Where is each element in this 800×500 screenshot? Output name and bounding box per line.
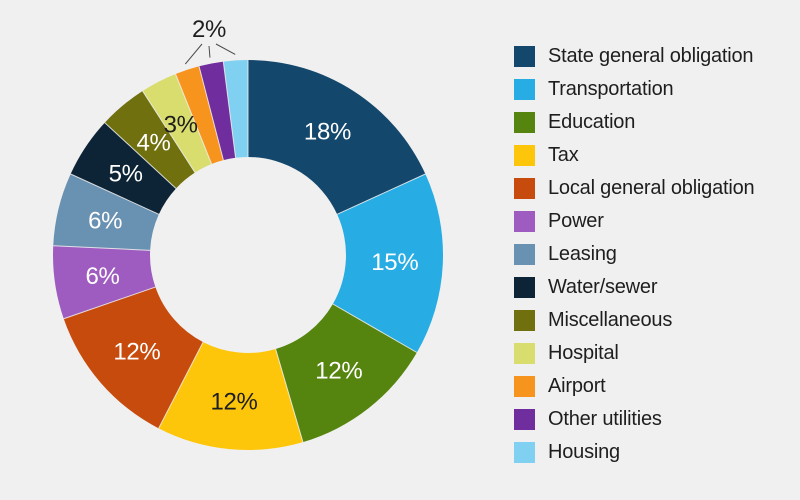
- legend-item-miscellaneous: Miscellaneous: [514, 309, 754, 331]
- donut-slice-leasing: [53, 173, 159, 251]
- legend-swatch-tax: [514, 145, 535, 166]
- slice-label-leasing: 6%: [88, 207, 122, 234]
- legend-label: Water/sewer: [548, 276, 658, 298]
- slice-label-tax: 12%: [210, 388, 257, 415]
- donut-slice-tax: [158, 342, 303, 450]
- percent-callout: 2%: [184, 16, 236, 65]
- slice-separator: [222, 61, 237, 158]
- callout-leader-line: [184, 43, 203, 65]
- legend-swatch-state-general-obligation: [514, 46, 535, 67]
- donut-slice-airport: [175, 66, 224, 165]
- donut-slice-local-general-obligation: [63, 287, 204, 429]
- slice-separator: [336, 173, 426, 215]
- slice-separator: [158, 341, 204, 429]
- donut-slice-water-sewer: [70, 122, 177, 215]
- legend-label: Hospital: [548, 342, 619, 364]
- legend-swatch-airport: [514, 376, 535, 397]
- legend-label: Airport: [548, 375, 606, 397]
- donut-slice-education: [275, 304, 417, 443]
- donut-slice-miscellaneous: [104, 90, 196, 189]
- slice-separator: [70, 173, 160, 215]
- slice-label-state-general-obligation: 18%: [304, 118, 351, 145]
- legend-item-housing: Housing: [514, 441, 754, 463]
- slice-label-water-sewer: 5%: [109, 161, 143, 188]
- donut-slice-state-general-obligation: [248, 60, 426, 215]
- legend-swatch-power: [514, 211, 535, 232]
- legend-label: Local general obligation: [548, 177, 755, 199]
- legend-item-water-sewer: Water/sewer: [514, 276, 754, 298]
- slice-label-power: 6%: [85, 263, 119, 290]
- slice-separator: [275, 348, 304, 443]
- slice-label-miscellaneous: 4%: [136, 129, 170, 156]
- legend-label: Tax: [548, 144, 579, 166]
- legend-swatch-hospital: [514, 343, 535, 364]
- legend-swatch-housing: [514, 442, 535, 463]
- legend-label: Housing: [548, 441, 620, 463]
- slice-separator: [142, 90, 196, 173]
- slice-separator: [63, 286, 156, 320]
- donut-slice-transportation: [332, 173, 443, 353]
- callout-leader-line: [208, 45, 211, 58]
- legend-item-tax: Tax: [514, 144, 754, 166]
- slice-separator: [175, 73, 213, 165]
- legend-label: Transportation: [548, 78, 674, 100]
- legend-swatch-other-utilities: [514, 409, 535, 430]
- donut-chart: 18% 15% 12% 12% 12% 6% 6% 5% 4%3% 2%: [52, 16, 443, 450]
- legend-item-other-utilities: Other utilities: [514, 408, 754, 430]
- slice-label-transportation: 15%: [371, 249, 418, 276]
- donut-slice-hospital: [142, 73, 212, 173]
- legend-label: Education: [548, 111, 636, 133]
- legend-item-leasing: Leasing: [514, 243, 754, 265]
- slice-label-education: 12%: [315, 358, 362, 385]
- legend-label: Power: [548, 210, 604, 232]
- slice-separator: [332, 303, 418, 353]
- legend-label: State general obligation: [548, 45, 754, 67]
- donut-slice-housing: [223, 60, 248, 158]
- legend: State general obligation Transportation Ed…: [514, 45, 755, 463]
- slice-separator: [53, 245, 151, 251]
- legend-label: Other utilities: [548, 408, 662, 430]
- legend-swatch-water-sewer: [514, 277, 535, 298]
- legend-swatch-leasing: [514, 244, 535, 265]
- legend-item-power: Power: [514, 210, 754, 232]
- slice-label-local-general-obligation: 12%: [113, 338, 160, 365]
- callout-leader-line: [215, 43, 236, 55]
- legend-swatch-education: [514, 112, 535, 133]
- legend-item-hospital: Hospital: [514, 342, 754, 364]
- legend-item-education: Education: [514, 111, 754, 133]
- donut-slice-power: [52, 245, 156, 319]
- legend-swatch-miscellaneous: [514, 310, 535, 331]
- legend-item-local-general-obligation: Local general obligation: [514, 177, 755, 199]
- slice-label-hospital: 3%: [164, 111, 198, 138]
- legend-swatch-transportation: [514, 79, 535, 100]
- legend-item-airport: Airport: [514, 375, 754, 397]
- legend-item-transportation: Transportation: [514, 78, 754, 100]
- callout-label: 2%: [192, 16, 226, 43]
- legend-item-state-general-obligation: State general obligation: [514, 45, 754, 67]
- legend-label: Miscellaneous: [548, 309, 673, 331]
- legend-label: Leasing: [548, 243, 617, 265]
- slice-separator: [198, 66, 224, 161]
- slice-separator: [104, 122, 177, 189]
- legend-swatch-local-general-obligation: [514, 178, 535, 199]
